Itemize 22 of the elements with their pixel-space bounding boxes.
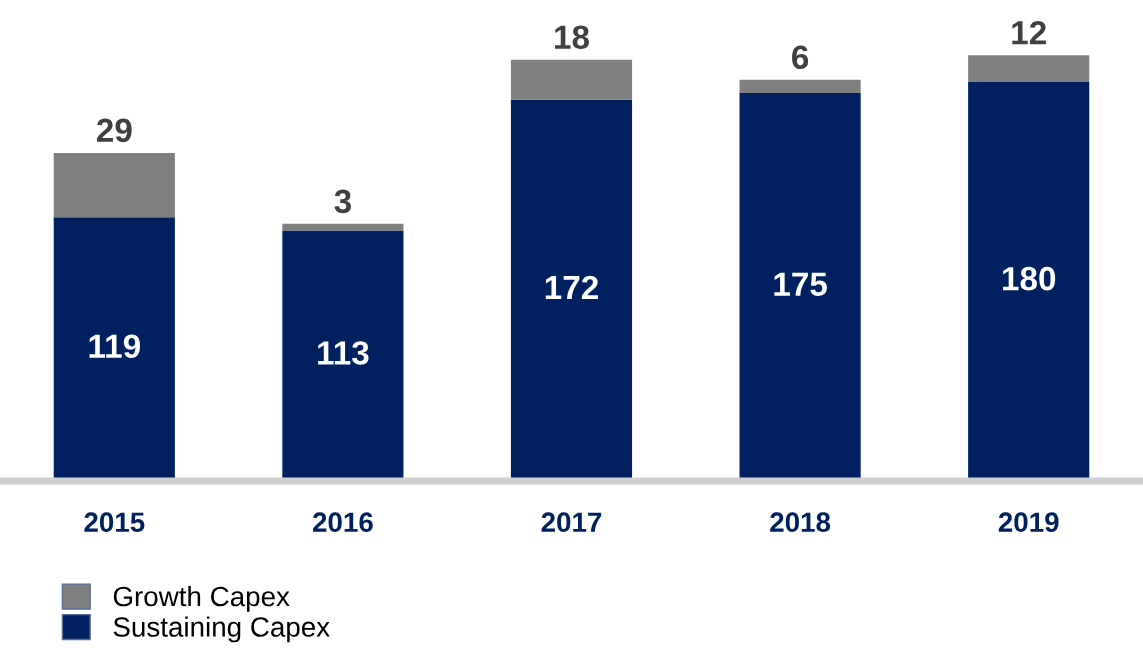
data-label: 6 xyxy=(792,45,809,69)
data-label: 18 xyxy=(555,25,590,50)
data-label: 175 xyxy=(774,272,827,296)
legend-label: Growth Capex xyxy=(113,585,290,612)
legend-label: Sustaining Capex xyxy=(113,616,330,643)
x-tick-label: 2017 xyxy=(541,512,602,533)
data-label: 180 xyxy=(1002,266,1056,291)
x-tick-label: 2019 xyxy=(998,512,1059,533)
data-label: 113 xyxy=(318,341,369,365)
x-tick-label: 2018 xyxy=(770,512,831,533)
data-label: 29 xyxy=(96,118,132,143)
data-label: 12 xyxy=(1012,20,1046,45)
data-label: 172 xyxy=(545,275,598,299)
x-tick-label: 2016 xyxy=(312,512,373,533)
bar xyxy=(282,223,404,231)
bar xyxy=(510,59,633,100)
bar xyxy=(739,79,861,94)
data-label: 119 xyxy=(89,334,140,359)
bar xyxy=(53,152,175,218)
bar xyxy=(968,55,1090,82)
x-tick-label: 2015 xyxy=(84,512,145,533)
data-label: 3 xyxy=(334,189,351,214)
